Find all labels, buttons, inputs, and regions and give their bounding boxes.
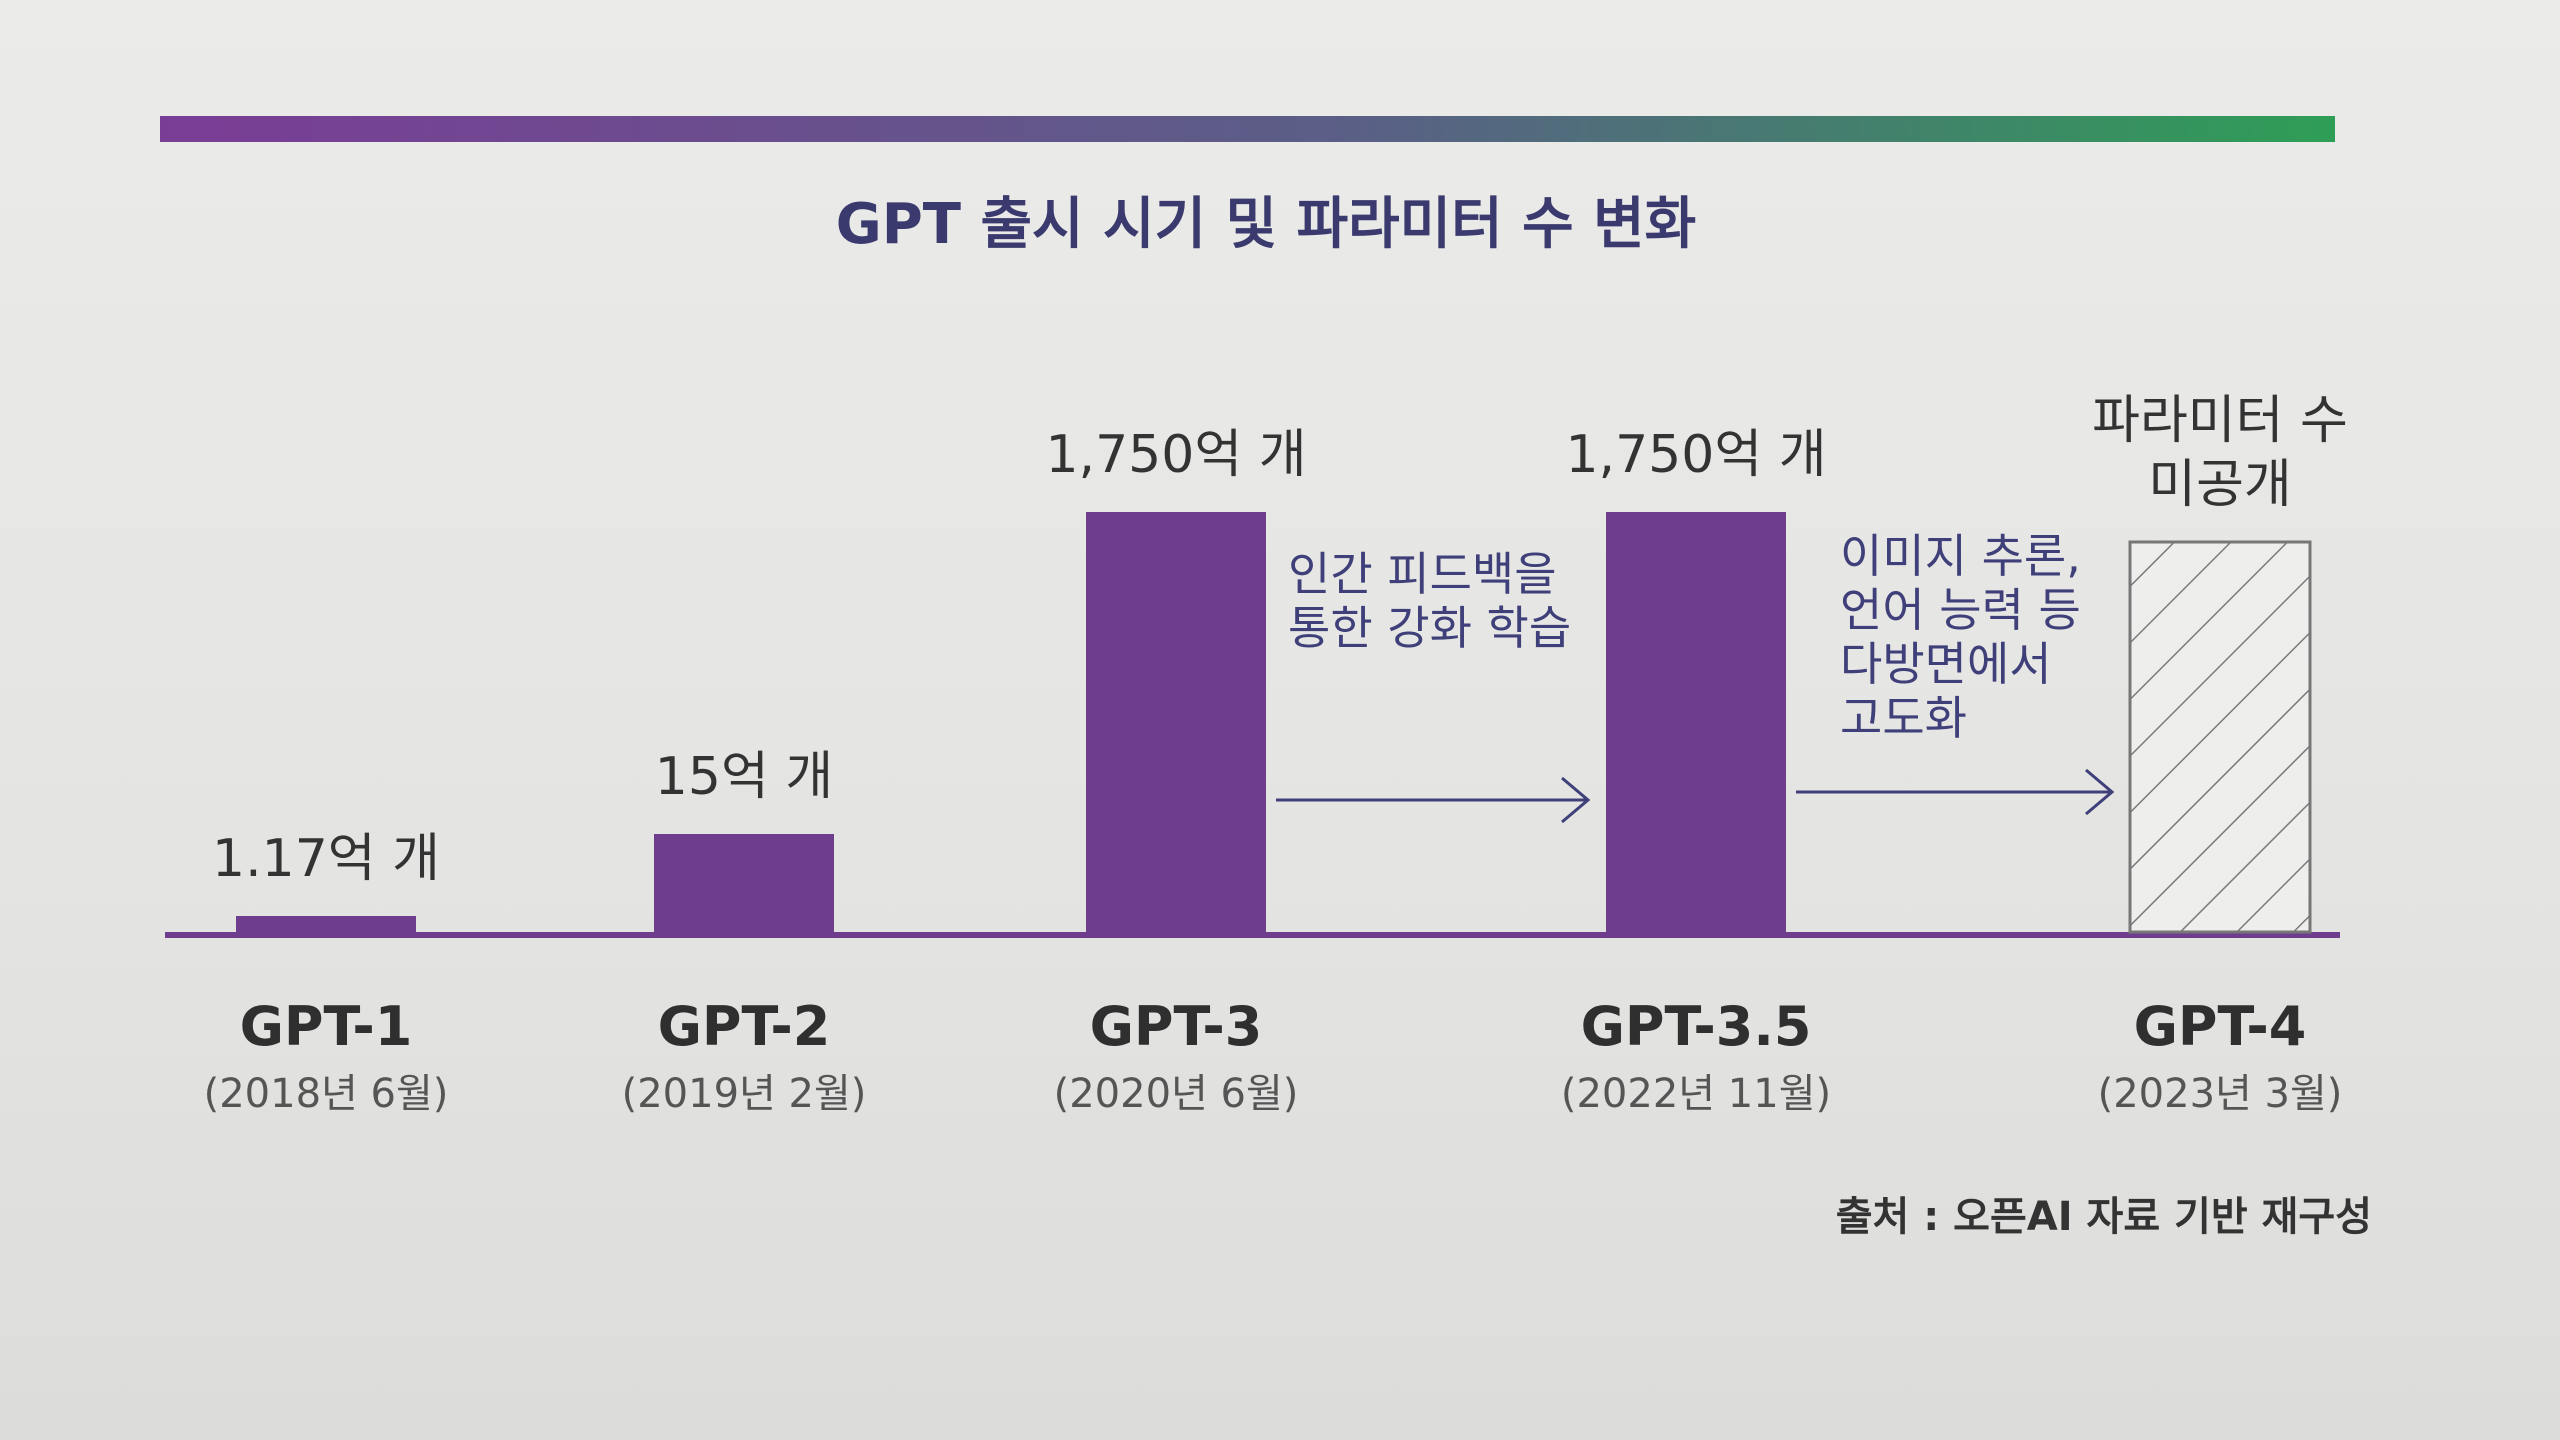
- date-label: (2020년 6월): [1054, 1071, 1299, 1117]
- category-label: GPT-2: [658, 995, 831, 1058]
- source-note: 출처 : 오픈AI 자료 기반 재구성: [1836, 1194, 2372, 1240]
- date-label: (2019년 2월): [622, 1071, 867, 1117]
- data-label: 파라미터 수: [2092, 391, 2348, 451]
- arrow-head: [2085, 768, 2115, 816]
- annotation-text: 통한 강화 학습: [1288, 601, 1571, 655]
- annotation-text: 인간 피드백을: [1288, 547, 1557, 601]
- annotation-text: 고도화: [1840, 691, 1967, 745]
- category-label: GPT-3.5: [1581, 995, 1812, 1058]
- date-label: (2022년 11월): [1561, 1071, 1831, 1117]
- header-gradient-bar: [160, 116, 2335, 142]
- annotation-text: 언어 능력 등: [1840, 583, 2081, 637]
- annotation-text: 다방면에서: [1840, 637, 2052, 691]
- category-label: GPT-4: [2134, 995, 2307, 1058]
- bar: [1606, 512, 1786, 932]
- data-label: 1,750억 개: [1045, 425, 1306, 485]
- chart-title: GPT 출시 시기 및 파라미터 수 변화: [836, 192, 1696, 257]
- arrow-head: [1561, 776, 1591, 824]
- data-label: 1,750억 개: [1565, 425, 1826, 485]
- bar-hatched: [2128, 540, 2312, 934]
- bar: [654, 834, 834, 932]
- bar: [1086, 512, 1266, 932]
- date-label: (2023년 3월): [2098, 1071, 2343, 1117]
- category-label: GPT-1: [240, 995, 413, 1058]
- bar: [236, 916, 416, 932]
- data-label: 미공개: [2148, 455, 2292, 515]
- category-label: GPT-3: [1090, 995, 1263, 1058]
- data-label: 15억 개: [655, 747, 833, 807]
- date-label: (2018년 6월): [204, 1071, 449, 1117]
- annotation-text: 이미지 추론,: [1840, 529, 2081, 583]
- data-label: 1.17억 개: [212, 829, 440, 889]
